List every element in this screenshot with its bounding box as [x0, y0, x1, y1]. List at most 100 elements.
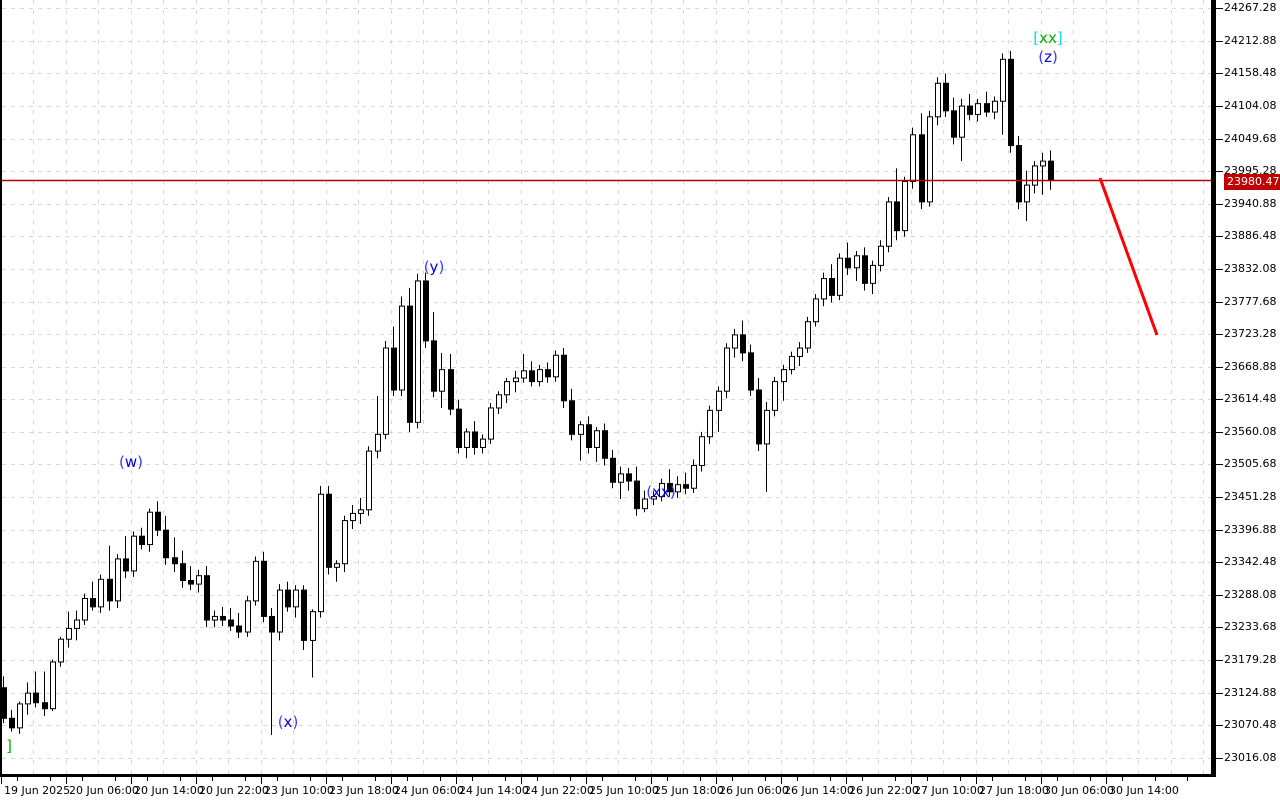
candlestick	[756, 378, 762, 452]
time-minor-tick	[927, 777, 928, 781]
price-axis-line	[1211, 0, 1216, 774]
candlestick	[724, 343, 730, 399]
candlestick	[602, 423, 608, 466]
wave-label-y: (y)	[424, 260, 445, 275]
time-tick	[131, 777, 132, 784]
candlestick	[1000, 53, 1006, 135]
time-tick	[326, 777, 327, 784]
time-axis[interactable]: 19 Jun 2025 20 Jun 06:00 20 Jun 14:00 20 Ju…	[0, 774, 1280, 800]
time-tick-label: 30 Jun 06:00	[1044, 784, 1114, 797]
time-tick-label: 24 Jun 06:00	[394, 784, 464, 797]
price-tick-label: 23940.88	[1224, 197, 1277, 210]
candlestick	[163, 515, 169, 565]
time-tick-label: 25 Jun 10:00	[589, 784, 659, 797]
time-minor-tick	[862, 777, 863, 781]
time-minor-tick	[960, 777, 961, 781]
candlestick	[496, 391, 502, 414]
time-minor-tick	[342, 777, 343, 781]
time-minor-tick	[1122, 777, 1123, 781]
candlestick	[147, 508, 153, 552]
price-tick-label: 23832.08	[1224, 262, 1277, 275]
candlestick	[845, 242, 851, 275]
time-tick	[66, 777, 67, 784]
candlestick	[772, 376, 778, 417]
time-tick	[911, 777, 912, 784]
candlestick	[172, 537, 178, 573]
candlestick	[967, 94, 973, 121]
candlestick	[618, 466, 624, 500]
candlestick	[586, 416, 592, 454]
candlestick	[17, 701, 23, 734]
candlestick	[805, 316, 811, 353]
time-tick-label: 20 Jun 22:00	[199, 784, 269, 797]
candlestick	[415, 273, 421, 429]
wave-bracket-close: )	[137, 453, 143, 471]
candlestick	[553, 350, 559, 382]
wave-label-x: (x)	[278, 715, 299, 730]
candlestick	[561, 348, 567, 408]
price-axis[interactable]: 24267.28 24212.88 24158.48 24104.08 24049.68…	[1211, 0, 1280, 774]
time-minor-tick	[797, 777, 798, 781]
time-minor-tick	[602, 777, 603, 781]
wave-bracket-open: [	[1033, 29, 1040, 47]
forecast-trend-line[interactable]	[1098, 177, 1159, 336]
candlestick	[651, 490, 657, 506]
time-tick-label: 25 Jun 18:00	[654, 784, 724, 797]
candlestick	[326, 485, 332, 575]
candlestick	[764, 401, 770, 492]
time-minor-tick	[992, 777, 993, 781]
candlestick	[301, 585, 307, 650]
candlestick	[131, 531, 137, 577]
candlestick	[691, 459, 697, 494]
candlestick	[789, 351, 795, 375]
time-minor-tick	[732, 777, 733, 781]
candlestick	[1024, 170, 1030, 222]
candlestick	[1032, 161, 1038, 194]
candlestick	[529, 361, 535, 387]
candlestick	[821, 272, 827, 307]
wave-bracket-close: )	[292, 713, 299, 731]
candlestick	[1048, 150, 1054, 190]
time-tick-label: 23 Jun 10:00	[264, 784, 334, 797]
price-tick-label: 23614.48	[1224, 392, 1277, 405]
time-minor-tick	[700, 777, 701, 781]
time-minor-tick	[277, 777, 278, 781]
candlestick-series	[1, 50, 1054, 736]
price-tick	[1216, 627, 1223, 628]
candlestick	[594, 427, 600, 462]
candlestick	[521, 354, 527, 383]
candlestick	[959, 98, 965, 162]
wave-bracket-open: (	[646, 483, 653, 501]
candlestick	[375, 395, 381, 459]
candlestick	[513, 370, 519, 393]
price-tick	[1216, 432, 1223, 433]
wave-label-text: xx	[652, 483, 670, 501]
candlestick	[439, 352, 445, 408]
candlestick	[870, 260, 876, 295]
candlestick	[310, 609, 316, 678]
candlestick	[107, 545, 113, 611]
candlestick	[196, 569, 202, 593]
price-tick	[1216, 367, 1223, 368]
time-minor-tick	[635, 777, 636, 781]
candlestick	[236, 612, 242, 639]
time-tick	[1041, 777, 1042, 784]
time-tick	[781, 777, 782, 784]
wave-label-text: x	[283, 713, 293, 731]
time-minor-tick	[1155, 777, 1156, 781]
price-tick	[1216, 269, 1223, 270]
price-plot-area[interactable]: (w) (x) (y) (xx) (z) [xx]]	[0, 0, 1212, 774]
price-tick-label: 23995.28	[1224, 164, 1277, 177]
candlestick	[781, 364, 787, 401]
candlestick	[139, 527, 145, 550]
time-tick-label: 26 Jun 14:00	[784, 784, 854, 797]
candlestick	[837, 253, 843, 301]
candlestick	[854, 251, 860, 281]
time-minor-tick	[537, 777, 538, 781]
wave-bracket-close: ]	[1056, 29, 1063, 47]
candlestick	[350, 505, 356, 529]
time-minor-tick	[895, 777, 896, 781]
time-minor-tick	[147, 777, 148, 781]
candlestick	[423, 272, 429, 349]
candlestick	[269, 608, 275, 736]
